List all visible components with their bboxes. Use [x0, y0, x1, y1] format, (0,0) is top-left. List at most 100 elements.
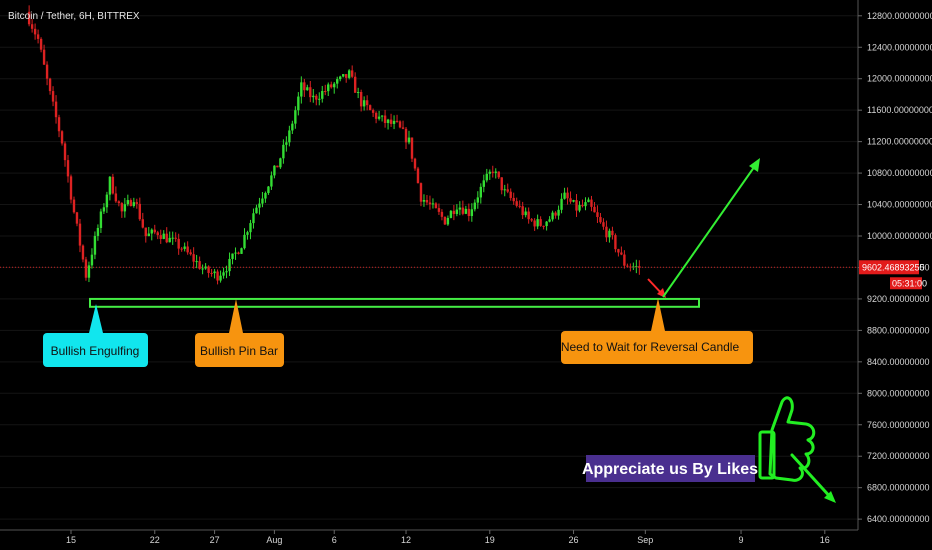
candle-body	[527, 211, 530, 220]
candle-body	[294, 110, 297, 124]
green-arrow-head	[749, 158, 760, 172]
candle-body	[318, 98, 321, 100]
candle-body	[362, 100, 366, 107]
callout-bullish-engulfing: Bullish Engulfing	[43, 304, 148, 367]
candle-body	[156, 232, 159, 236]
candle-body	[602, 222, 605, 227]
callout-label: Bullish Engulfing	[51, 344, 140, 358]
x-tick-label: 19	[485, 535, 495, 545]
candle-body	[123, 204, 127, 212]
candle-body	[117, 201, 121, 204]
last-price-badge	[859, 260, 919, 275]
candle-body	[419, 183, 423, 202]
y-tick-label: 8800.00000000	[867, 325, 930, 335]
candle-body	[536, 219, 539, 227]
candle-body	[356, 91, 360, 93]
candle-body	[54, 101, 58, 118]
candle-body	[213, 271, 216, 274]
candle-body	[111, 176, 115, 194]
candle-body	[461, 207, 465, 214]
candle-body	[57, 117, 61, 132]
candle-body	[617, 249, 620, 253]
candle-body	[350, 70, 354, 77]
y-tick-label: 7600.00000000	[867, 420, 930, 430]
candle-body	[168, 237, 171, 243]
candle-body	[407, 137, 411, 143]
candle-body	[347, 70, 351, 78]
candle-body	[518, 205, 521, 207]
candle-body	[198, 261, 201, 269]
y-tick-label: 11600.00000000	[867, 105, 932, 115]
candle-body	[150, 229, 153, 234]
candle-body	[237, 252, 240, 254]
candle-body	[554, 212, 557, 216]
candle-body	[39, 38, 43, 50]
candle-body	[371, 110, 375, 113]
candle-body	[488, 171, 491, 174]
callout-box	[43, 333, 148, 367]
candle-body	[93, 235, 97, 255]
y-tick-label: 12800.00000000	[867, 11, 932, 21]
y-tick-label: 7200.00000000	[867, 451, 930, 461]
callout-label: Need to Wait for Reversal Candle	[561, 340, 740, 354]
likes-box	[586, 455, 755, 482]
candle-body	[312, 95, 315, 98]
candle-body	[99, 211, 103, 228]
candle-body	[165, 233, 168, 243]
candle-body	[42, 49, 46, 65]
candle-body	[479, 186, 483, 198]
candle-body	[620, 252, 623, 255]
candle-body	[503, 189, 506, 191]
candle-body	[207, 266, 210, 273]
candle-body	[401, 127, 405, 129]
candle-body	[231, 253, 234, 259]
candle-body	[626, 265, 629, 267]
candle-body	[431, 203, 435, 205]
candle-body	[303, 82, 306, 91]
candle-body	[359, 91, 363, 107]
candle-body	[422, 199, 426, 202]
candle-body	[342, 74, 345, 77]
candle-body	[30, 24, 34, 29]
candle-body	[533, 220, 536, 227]
candle-body	[210, 272, 213, 274]
candle-body	[386, 119, 390, 123]
candle-body	[389, 119, 393, 124]
y-tick-label: 12000.00000000	[867, 74, 932, 84]
candle-body	[183, 246, 186, 249]
candle-body	[69, 176, 73, 200]
candle-body	[635, 266, 638, 268]
x-tick-label: Sep	[637, 535, 653, 545]
candle-body	[84, 259, 88, 278]
candle-body	[509, 191, 512, 198]
candle-body	[512, 197, 515, 202]
candle-body	[404, 128, 408, 143]
likes-label: Appreciate us By Likes	[582, 461, 758, 478]
candle-body	[563, 192, 566, 199]
candle-body	[434, 203, 438, 209]
candle-body	[222, 272, 225, 276]
candle-body	[560, 198, 563, 210]
x-tick-label: 15	[66, 535, 76, 545]
candle-body	[578, 205, 581, 211]
countdown-badge	[890, 277, 922, 290]
candle-body	[234, 252, 237, 254]
candle-body	[530, 219, 533, 221]
candle-body	[189, 252, 192, 255]
y-tick-label: 8000.00000000	[867, 388, 930, 398]
y-tick-label: 10000.00000000	[867, 231, 932, 241]
y-tick-label: 6800.00000000	[867, 483, 930, 493]
callout-pointer	[651, 298, 665, 331]
y-tick-label: 10800.00000000	[867, 168, 932, 178]
candle-body	[102, 207, 106, 212]
candle-body	[333, 83, 336, 88]
candle-body	[87, 265, 91, 278]
candle-body	[485, 173, 488, 181]
candle-body	[521, 206, 524, 216]
candle-body	[321, 90, 324, 99]
candle-body	[96, 227, 100, 236]
candle-body	[395, 120, 399, 122]
candle-body	[177, 238, 180, 249]
candle-body	[267, 186, 270, 193]
